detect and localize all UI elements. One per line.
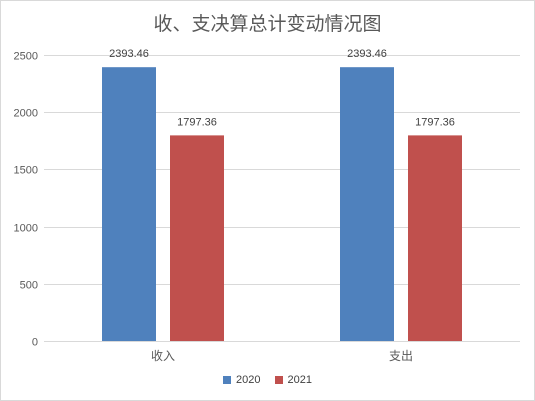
y-tick-label: 0 xyxy=(32,337,38,349)
bar-2021-0 xyxy=(170,135,224,341)
x-tick-label: 收入 xyxy=(151,349,175,363)
legend-label-2020: 2020 xyxy=(236,374,261,386)
y-tick-label: 2500 xyxy=(14,51,38,63)
data-label: 1797.36 xyxy=(415,116,455,128)
legend-item-2021: 2021 xyxy=(274,374,312,386)
legend-swatch-2021 xyxy=(274,376,283,384)
bar-2021-1 xyxy=(408,135,462,341)
chart-legend: 2020 2021 xyxy=(1,374,534,386)
data-label: 2393.46 xyxy=(347,48,387,60)
y-tick-label: 500 xyxy=(20,280,38,292)
chart-title: 收、支决算总计变动情况图 xyxy=(153,13,382,35)
legend-item-2020: 2020 xyxy=(223,374,261,386)
data-label: 2393.46 xyxy=(109,48,149,60)
y-tick-label: 1500 xyxy=(14,165,38,177)
y-tick-label: 2000 xyxy=(14,108,38,120)
data-label: 1797.36 xyxy=(177,116,217,128)
y-tick-label: 1000 xyxy=(14,223,38,235)
legend-label-2021: 2021 xyxy=(287,374,312,386)
bar-2020-1 xyxy=(340,67,394,342)
bar-2020-0 xyxy=(102,67,156,342)
x-tick-label: 支出 xyxy=(389,349,413,363)
legend-swatch-2020 xyxy=(223,376,232,384)
